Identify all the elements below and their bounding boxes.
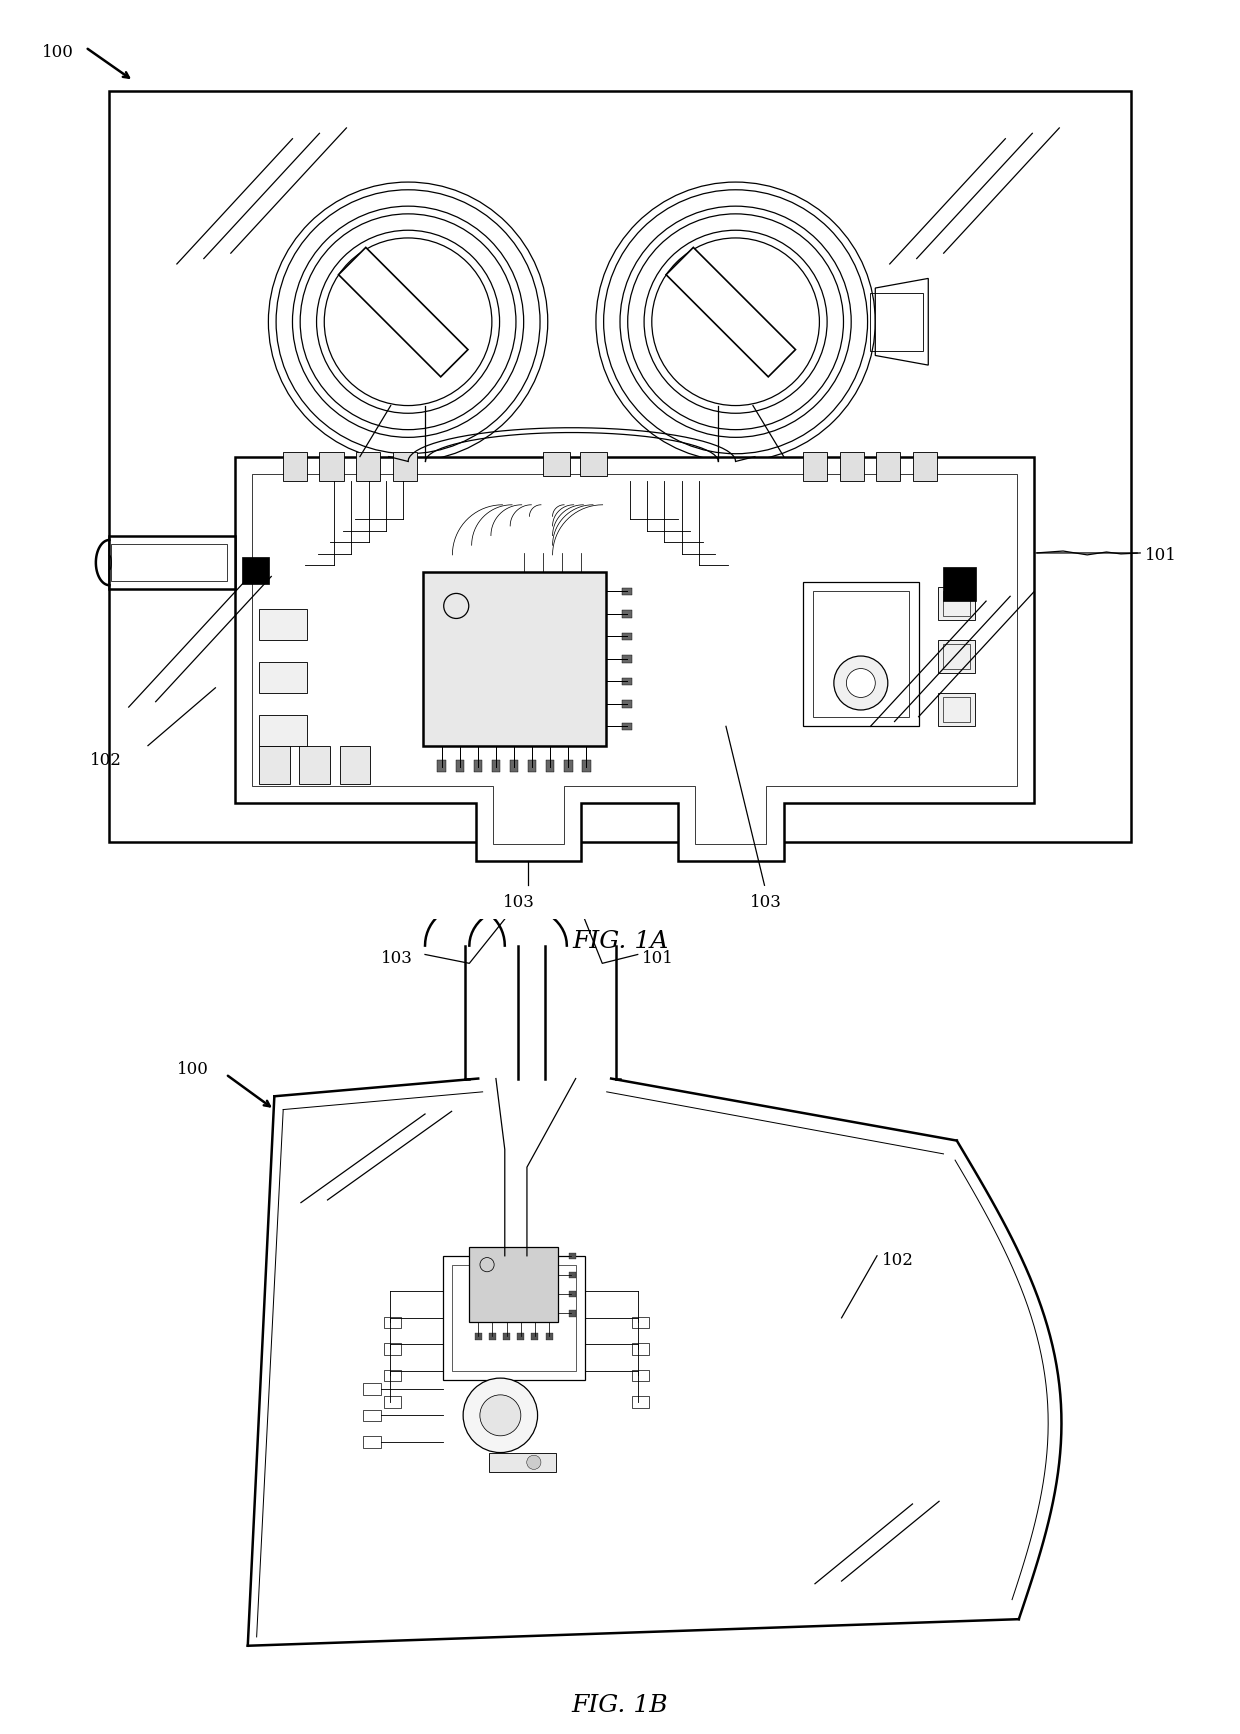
Circle shape	[833, 655, 888, 709]
Bar	[569, 1252, 575, 1259]
Bar	[937, 640, 975, 673]
Bar	[423, 572, 605, 746]
Bar	[804, 453, 827, 480]
Bar	[259, 662, 308, 692]
Bar	[489, 1333, 496, 1340]
Bar	[320, 453, 343, 480]
Bar	[384, 1316, 401, 1328]
Bar	[451, 1264, 575, 1372]
Bar	[259, 746, 290, 784]
Bar	[942, 591, 970, 616]
Bar	[109, 536, 234, 590]
Bar	[569, 1311, 575, 1316]
Polygon shape	[339, 248, 467, 376]
Bar	[622, 678, 631, 685]
Bar	[546, 1333, 553, 1340]
Bar	[622, 610, 631, 617]
Bar	[283, 453, 308, 480]
Bar	[622, 633, 631, 640]
Bar	[937, 692, 975, 727]
Bar	[569, 1273, 575, 1278]
Text: 103: 103	[502, 895, 534, 912]
Bar	[528, 759, 537, 772]
Polygon shape	[875, 279, 929, 366]
Bar	[622, 588, 631, 595]
Bar	[517, 1333, 525, 1340]
Bar	[363, 1384, 381, 1394]
Text: 101: 101	[642, 950, 675, 968]
Bar	[510, 759, 518, 772]
Bar	[363, 1436, 381, 1448]
Bar	[632, 1316, 650, 1328]
Circle shape	[480, 1394, 521, 1436]
Text: FIG. 1A: FIG. 1A	[572, 929, 668, 954]
Text: 101: 101	[1145, 546, 1177, 564]
Bar	[937, 586, 975, 621]
Text: 100: 100	[42, 43, 74, 61]
Bar	[546, 759, 554, 772]
Bar	[384, 1370, 401, 1382]
Bar	[622, 655, 631, 662]
Text: 103: 103	[750, 895, 782, 912]
Bar	[259, 714, 308, 746]
Bar	[569, 1292, 575, 1297]
Bar	[622, 723, 631, 730]
Bar	[543, 453, 570, 475]
Circle shape	[847, 669, 875, 697]
Bar	[384, 1344, 401, 1354]
Circle shape	[463, 1379, 538, 1453]
Circle shape	[527, 1455, 541, 1469]
Bar	[632, 1370, 650, 1382]
Bar	[632, 1344, 650, 1354]
Polygon shape	[490, 1453, 557, 1472]
Bar	[393, 453, 417, 480]
Bar	[942, 567, 976, 602]
Bar	[112, 544, 227, 581]
Bar	[438, 759, 446, 772]
Bar	[532, 1333, 538, 1340]
Text: 103: 103	[381, 950, 413, 968]
Bar	[299, 746, 330, 784]
Bar	[579, 453, 606, 475]
Bar	[491, 759, 500, 772]
Bar	[503, 1333, 510, 1340]
Bar	[564, 759, 573, 772]
Bar	[109, 90, 1131, 843]
Bar	[839, 453, 864, 480]
Bar	[942, 645, 970, 669]
Bar	[443, 1255, 584, 1380]
Bar	[582, 759, 590, 772]
Bar	[804, 583, 919, 727]
Text: FIG. 1B: FIG. 1B	[572, 1694, 668, 1717]
Bar	[384, 1396, 401, 1408]
Bar	[632, 1396, 650, 1408]
Bar	[455, 759, 464, 772]
Text: 102: 102	[91, 753, 122, 768]
Bar	[942, 697, 970, 721]
Bar	[363, 1410, 381, 1422]
Bar	[870, 293, 924, 350]
Bar	[356, 453, 381, 480]
Bar	[913, 453, 937, 480]
Bar	[474, 759, 482, 772]
Bar	[242, 557, 269, 584]
Text: 100: 100	[177, 1061, 208, 1079]
Bar	[469, 1247, 558, 1323]
Bar	[340, 746, 371, 784]
Bar	[877, 453, 900, 480]
Bar	[259, 609, 308, 640]
Bar	[475, 1333, 482, 1340]
Text: 102: 102	[882, 1252, 914, 1269]
Bar	[812, 591, 909, 716]
Polygon shape	[234, 456, 1034, 862]
Polygon shape	[666, 248, 796, 376]
Bar	[622, 701, 631, 707]
